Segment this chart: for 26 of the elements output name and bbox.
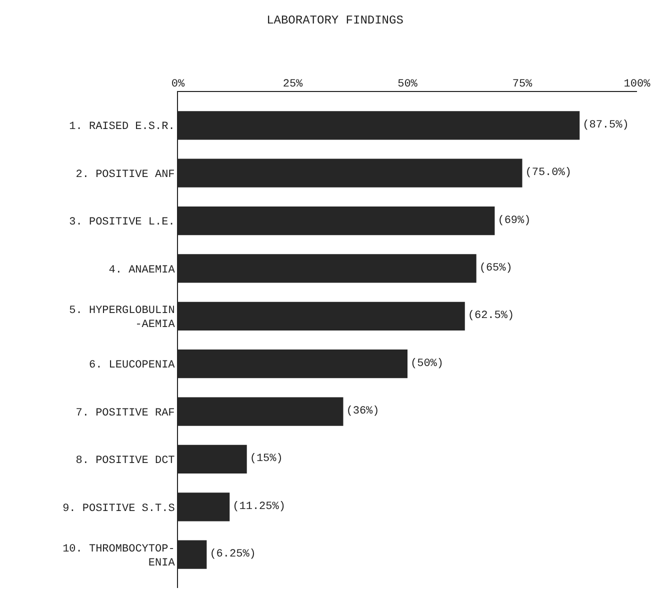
data-label: (11.25%): [232, 500, 286, 513]
x-tick-label: 50%: [398, 78, 418, 91]
y-tick-label: 2. POSITIVE ANF: [76, 168, 175, 181]
y-tick-label: 4. ANAEMIA: [108, 264, 176, 276]
data-label: (6.25%): [210, 548, 256, 561]
data-label: (36%): [346, 406, 380, 418]
data-label: (75.0%): [525, 167, 572, 180]
data-label: (65%): [479, 262, 512, 274]
chart-title: LABORATORY FINDINGS: [266, 13, 404, 28]
x-tick-label: 25%: [282, 78, 304, 91]
data-label: (62.5%): [468, 310, 514, 322]
y-tick-label: 6. LEUCOPENIA: [88, 360, 176, 372]
data-label: (69%): [498, 214, 531, 227]
x-tick-label: 75%: [512, 78, 533, 91]
x-tick-label: 100%: [624, 78, 651, 91]
data-label: (87.5%): [582, 119, 629, 132]
y-tick-label: 8. POSITIVE DCT: [76, 455, 176, 468]
y-tick-label: 7. POSITIVE RAF: [76, 407, 175, 420]
y-tick-label: 1. RAISED E.S.R.: [69, 121, 175, 134]
y-tick-label: 5. HYPERGLOBULIN -AEMIA: [69, 304, 176, 332]
data-label: (50%): [410, 358, 444, 370]
y-tick-label: 3. POSITIVE L.E.: [69, 216, 175, 229]
y-tick-label: 10. THROMBOCYTOP- ENIA: [62, 543, 176, 570]
x-tick-label: 0%: [171, 78, 185, 91]
data-label: (15%): [250, 453, 283, 466]
y-tick-label: 9. POSITIVE S.T.S: [62, 502, 176, 515]
